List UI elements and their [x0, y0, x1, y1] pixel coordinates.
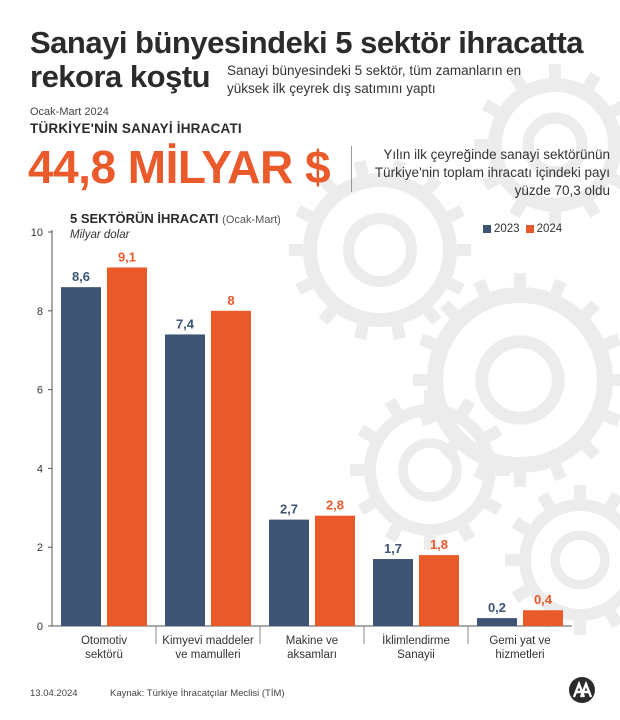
side-note: Yılın ilk çeyreğinde sanayi sektörünün T…: [374, 147, 610, 198]
bar-2024: [523, 610, 563, 626]
bar-2023: [269, 519, 309, 626]
footer-date: 13.04.2024: [30, 688, 78, 699]
bar-2024: [419, 555, 459, 626]
legend-item-2024: 2024: [525, 223, 563, 235]
x-tick-label: Makine ve: [286, 635, 338, 647]
legend-label-2023: 2023: [494, 223, 520, 235]
x-tick-label: İklimlendirme: [382, 634, 450, 647]
x-tick-label: Kimyevi maddeler: [162, 635, 254, 647]
chart-title: 5 SEKTÖRÜN İHRACATI (Ocak-Mart): [70, 211, 281, 226]
bar-value-label: 9,1: [118, 249, 136, 264]
legend: 2023 2024: [483, 223, 568, 235]
agency-logo-icon: [569, 677, 595, 703]
x-tick-label: aksamları: [287, 649, 337, 661]
chart-unit: Milyar dolar: [70, 229, 130, 241]
legend-item-2023: 2023: [483, 223, 520, 235]
bar-2024: [107, 267, 147, 626]
bar-value-label: 1,8: [430, 537, 448, 552]
x-tick-label: hizmetleri: [495, 649, 544, 661]
x-tick-label: Otomotiv: [81, 635, 127, 647]
headline-subtitle: Sanayi bünyesindeki 5 sektör, tüm zamanl…: [227, 63, 522, 96]
chart-title-paren: (Ocak-Mart): [222, 214, 281, 226]
y-tick-label: 6: [37, 385, 43, 397]
y-tick-label: 8: [37, 306, 43, 318]
x-tick-label: sektörü: [85, 649, 123, 661]
bar-2023: [165, 334, 205, 626]
headline: Sanayi bünyesindeki 5 sektör ihracatta r…: [30, 25, 584, 94]
y-tick-label: 10: [31, 227, 43, 239]
x-tick-label: Gemi yat ve: [489, 635, 550, 647]
bar-value-label: 8: [227, 293, 234, 308]
chart-title-text: 5 SEKTÖRÜN İHRACATI: [70, 211, 219, 226]
x-tick-label: ve mamulleri: [175, 649, 240, 661]
bar-value-label: 7,4: [176, 316, 195, 331]
y-tick-label: 4: [37, 463, 43, 475]
big-number: 44,8 MİLYAR $: [28, 141, 331, 193]
footer-source: Kaynak: Türkiye İhracatçılar Meclisi (Tİ…: [110, 688, 285, 699]
bar-2023: [61, 287, 101, 626]
legend-label-2024: 2024: [536, 223, 563, 235]
divider: [351, 146, 352, 192]
bar-2023: [373, 559, 413, 626]
legend-swatch-2024: [525, 225, 534, 233]
bar-value-label: 8,6: [72, 269, 90, 284]
bar-2024: [315, 515, 355, 626]
y-tick-label: 2: [37, 542, 43, 554]
x-tick-label: Sanayii: [397, 649, 435, 661]
legend-swatch-2023: [483, 225, 491, 233]
bar-2023: [477, 618, 517, 626]
bar-2024: [211, 310, 251, 626]
period-label: Ocak-Mart 2024: [30, 106, 109, 118]
bar-value-label: 0,4: [534, 592, 553, 607]
bar-value-label: 0,2: [488, 600, 506, 615]
y-tick-label: 0: [37, 621, 43, 633]
bar-value-label: 2,8: [326, 498, 344, 513]
kicker-label: TÜRKİYE'NİN SANAYİ İHRACATI: [30, 121, 242, 136]
bar-value-label: 2,7: [280, 502, 298, 517]
bar-value-label: 1,7: [384, 541, 402, 556]
